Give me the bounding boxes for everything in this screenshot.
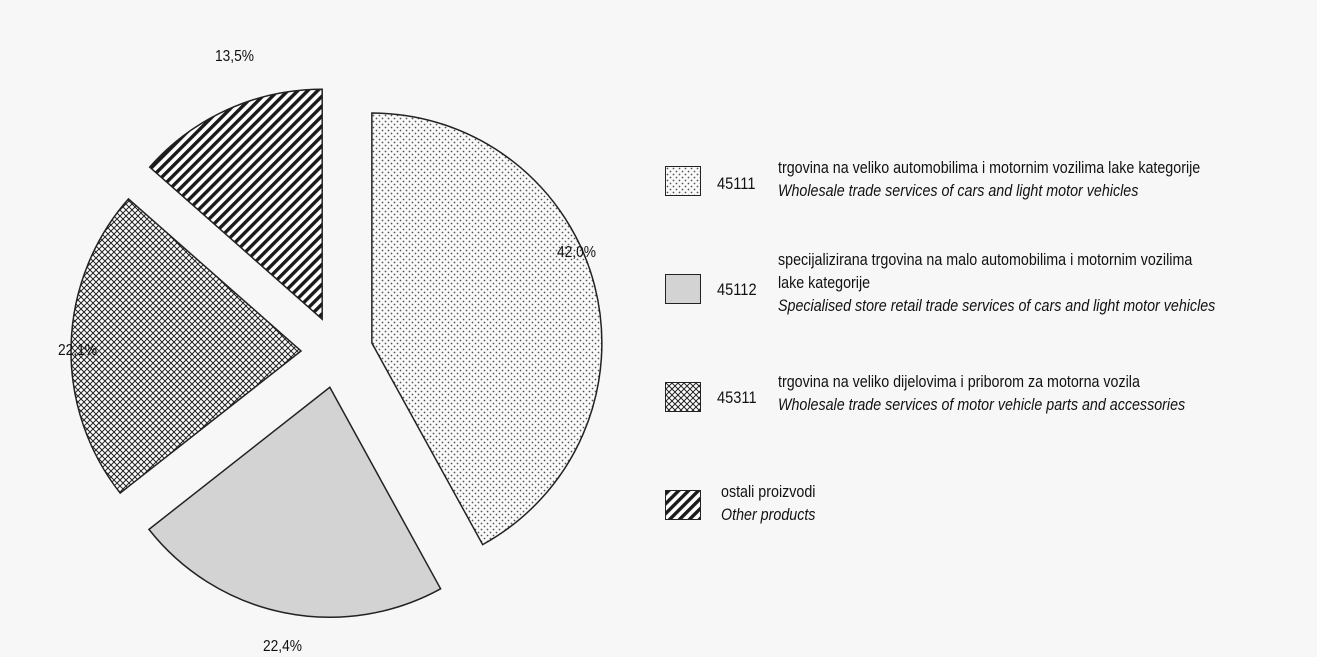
legend-label-hr: trgovina na veliko automobilima i motorn…	[778, 158, 1201, 177]
pie-slice-45311	[70, 197, 303, 495]
legend-code: 45311	[717, 388, 757, 407]
legend-code: 45112	[717, 280, 757, 299]
legend-label-hr-cont: lake kategorije	[778, 273, 871, 292]
legend-description: ostali proizvodi Other products	[721, 480, 815, 526]
pie-slice-45112	[147, 386, 442, 618]
legend-label-en: Wholesale trade services of motor vehicl…	[778, 395, 1186, 414]
pie-slice-other	[148, 88, 323, 321]
legend-code: 45111	[717, 174, 756, 193]
legend-swatch-dots	[665, 166, 701, 196]
legend-description: trgovina na veliko automobilima i motorn…	[778, 156, 1200, 202]
pie-chart	[70, 88, 603, 618]
pie-slice-45111	[371, 112, 603, 546]
legend-swatch-diagonal	[665, 490, 701, 520]
legend-label-en: Wholesale trade services of cars and lig…	[778, 181, 1139, 200]
legend-swatch-crosshatch	[665, 382, 701, 412]
legend-label-hr: trgovina na veliko dijelovima i priborom…	[778, 372, 1140, 391]
slice-label-45311: 22,1%	[58, 342, 98, 359]
legend-description: trgovina na veliko dijelovima i priborom…	[778, 370, 1185, 416]
legend-swatch-solid	[665, 274, 701, 304]
legend-label-en: Other products	[721, 505, 816, 524]
slice-label-45111: 42,0%	[557, 244, 597, 261]
legend-label-hr: specijalizirana trgovina na malo automob…	[778, 250, 1193, 269]
slice-label-other: 13,5%	[215, 48, 255, 65]
legend-label-en: Specialised store retail trade services …	[778, 296, 1216, 315]
legend-label-hr: ostali proizvodi	[721, 482, 816, 501]
legend-description: specijalizirana trgovina na malo automob…	[778, 248, 1215, 317]
slice-label-45112: 22,4%	[263, 638, 303, 655]
